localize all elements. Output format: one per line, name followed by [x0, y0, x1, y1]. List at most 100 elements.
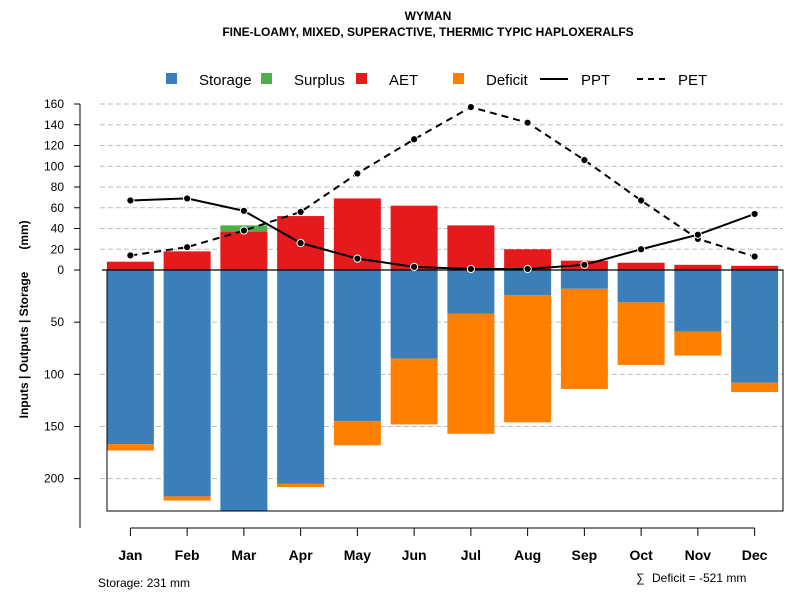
deficit-bar-Apr	[277, 483, 325, 488]
pet-point-Mar	[239, 226, 248, 235]
x-tick-label-Aug: Aug	[514, 547, 541, 563]
chart-subtitle: FINE-LOAMY, MIXED, SUPERACTIVE, THERMIC …	[222, 25, 633, 39]
x-tick-label-Mar: Mar	[231, 547, 256, 563]
deficit-bar-Aug	[504, 295, 552, 423]
deficit-bar-Oct	[617, 302, 665, 365]
gridlines	[100, 103, 783, 480]
x-tick-label-Jul: Jul	[461, 547, 481, 563]
storage-bar-Aug	[504, 270, 552, 296]
deficit-bar-May	[333, 421, 381, 446]
ppt-point-Mar	[239, 206, 248, 215]
y-tick-label-upper-0: 0	[57, 263, 64, 277]
pet-point-Oct	[637, 196, 646, 205]
series-lines	[126, 103, 759, 274]
axes: 0 20 40 60 80 100 120 140 160 50 100 150 200 Jan Feb Ma…	[44, 97, 768, 563]
aet-bar-Jul	[447, 225, 495, 270]
deficit-bar-Feb	[163, 496, 211, 501]
aet-bar-Jun	[390, 205, 438, 270]
y-tick-label-upper-4: 80	[51, 180, 65, 194]
pet-point-Apr	[296, 207, 305, 216]
ppt-point-May	[353, 254, 362, 263]
storage-bar-Dec	[731, 270, 779, 383]
storage-bar-Jun	[390, 270, 438, 359]
storage-bar-Jan	[106, 270, 154, 445]
y-tick-label-upper-6: 120	[44, 139, 64, 153]
legend-label-ppt: PPT	[581, 72, 610, 89]
x-tick-label-Sep: Sep	[572, 547, 598, 563]
legend-swatch-deficit	[453, 73, 464, 84]
pet-point-Aug	[523, 118, 532, 127]
storage-bar-Jul	[447, 270, 495, 314]
x-tick-label-Dec: Dec	[742, 547, 768, 563]
aet-bar-Jan	[106, 261, 154, 270]
pet-point-Jan	[126, 251, 135, 260]
ppt-point-Feb	[183, 194, 192, 203]
storage-note: Storage: 231 mm	[98, 576, 190, 590]
y-axis-unit: (mm)	[17, 220, 31, 249]
pet-point-May	[353, 169, 362, 178]
legend-label-pet: PET	[678, 72, 707, 89]
legend-label-aet: AET	[389, 72, 418, 89]
y-tick-label-upper-8: 160	[44, 97, 64, 111]
ppt-point-Sep	[580, 260, 589, 269]
ppt-point-Aug	[523, 264, 532, 274]
aet-bar-Oct	[617, 262, 665, 270]
plot-frame	[102, 269, 784, 512]
y-tick-label-upper-5: 100	[44, 159, 64, 173]
legend: Storage Surplus AET Deficit PPT PET	[166, 72, 707, 89]
deficit-sum-symbol: ∑	[636, 571, 645, 585]
storage-bar-May	[333, 270, 381, 422]
legend-swatch-storage	[166, 73, 177, 84]
aet-bar-Feb	[163, 251, 211, 270]
y-tick-label-lower-0: 50	[51, 315, 65, 329]
deficit-bar-Nov	[674, 331, 722, 356]
y-tick-label-lower-1: 100	[44, 367, 64, 381]
deficit-bar-Sep	[560, 288, 608, 389]
storage-bar-Oct	[617, 270, 665, 303]
x-tick-label-Oct: Oct	[629, 547, 653, 563]
deficit-bar-Dec	[731, 382, 779, 393]
x-tick-label-May: May	[344, 547, 371, 563]
x-tick-label-Jan: Jan	[118, 547, 142, 563]
storage-bar-Mar	[220, 270, 268, 511]
y-tick-label-upper-3: 60	[51, 201, 65, 215]
chart-title: WYMAN	[405, 9, 452, 23]
ppt-point-Dec	[750, 209, 759, 219]
storage-bar-Nov	[674, 270, 722, 332]
x-tick-label-Feb: Feb	[175, 547, 200, 563]
y-axis-title: Inputs | Outputs | Storage	[17, 271, 31, 418]
x-tick-label-Apr: Apr	[289, 547, 314, 563]
legend-label-storage: Storage	[199, 72, 252, 89]
y-tick-label-upper-1: 20	[51, 242, 65, 256]
x-tick-label-Nov: Nov	[685, 547, 712, 563]
pet-point-Jul	[466, 103, 475, 112]
bars	[106, 198, 779, 511]
deficit-bar-Jun	[390, 358, 438, 425]
ppt-line	[130, 197, 755, 270]
y-tick-label-lower-3: 200	[44, 472, 64, 486]
ppt-point-Oct	[637, 245, 646, 254]
ppt-point-Jan	[126, 196, 135, 205]
storage-bar-Sep	[560, 270, 608, 289]
aet-bar-Mar	[220, 231, 268, 270]
aet-bar-Nov	[674, 264, 722, 270]
deficit-bar-Jan	[106, 444, 154, 451]
legend-label-deficit: Deficit	[486, 72, 529, 89]
pet-point-Sep	[580, 155, 589, 165]
storage-bar-Feb	[163, 270, 211, 497]
x-tick-label-Jun: Jun	[402, 547, 427, 563]
pet-point-Dec	[750, 252, 759, 261]
y-tick-label-upper-7: 140	[44, 118, 64, 132]
legend-swatch-surplus	[261, 73, 272, 84]
aet-bar-Dec	[731, 265, 779, 270]
ppt-point-Apr	[296, 238, 305, 248]
aet-bar-Aug	[504, 249, 552, 270]
y-tick-label-lower-2: 150	[44, 419, 64, 433]
legend-label-surplus: Surplus	[294, 72, 345, 89]
pet-point-Jun	[410, 135, 419, 144]
legend-swatch-aet	[356, 73, 367, 84]
storage-bar-Apr	[277, 270, 325, 484]
y-tick-label-upper-2: 40	[51, 222, 65, 236]
pet-point-Feb	[183, 243, 192, 252]
